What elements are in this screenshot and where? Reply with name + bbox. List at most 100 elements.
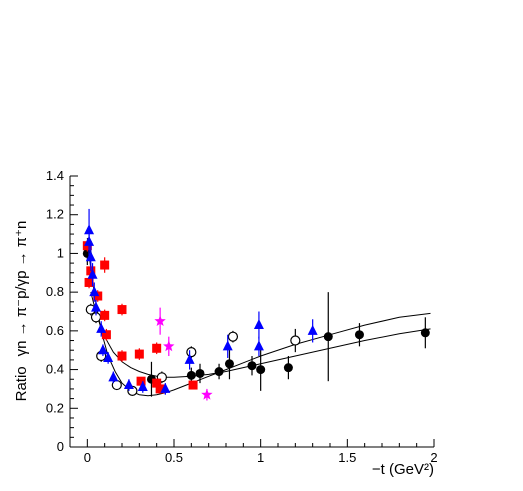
marker <box>123 379 134 390</box>
marker <box>227 331 239 342</box>
data-point-triangle-filled <box>108 371 119 384</box>
marker <box>101 330 111 340</box>
marker <box>253 319 264 330</box>
data-point-triangle-filled <box>160 382 171 395</box>
y-tick-label: 0 <box>57 439 64 454</box>
data-point-square-filled <box>100 257 110 273</box>
y-tick-label: 0.4 <box>46 362 64 377</box>
marker <box>136 376 146 386</box>
data-points <box>82 208 430 401</box>
data-point-square-filled <box>155 384 165 394</box>
marker <box>163 340 175 352</box>
data-point-triangle-filled <box>96 321 107 337</box>
data-point-square-filled <box>117 303 127 316</box>
data-point-triangle-filled <box>91 299 101 316</box>
marker <box>134 349 144 359</box>
y-axis-label: Ratioγn → π⁻p/γp → π⁺n <box>13 221 30 402</box>
marker <box>201 388 213 400</box>
x-tick-label: 1 <box>257 450 264 465</box>
y-tick-label: 0.6 <box>46 323 64 338</box>
marker <box>152 343 162 353</box>
marker <box>186 347 197 358</box>
data-point-triangle-filled <box>222 334 233 358</box>
marker <box>224 359 234 369</box>
marker <box>97 344 108 355</box>
data-point-circle-open <box>227 330 239 343</box>
x-tick-label: 1.5 <box>338 450 356 465</box>
data-point-triangle-filled <box>184 350 195 370</box>
x-axis-label: −t (GeV²) <box>372 461 434 478</box>
data-point-circle-filled <box>354 323 364 347</box>
marker <box>108 371 119 382</box>
marker <box>117 305 127 315</box>
data-point-circle-filled <box>420 317 430 349</box>
marker <box>186 370 196 380</box>
data-point-triangle-filled <box>103 351 114 364</box>
marker <box>85 251 96 262</box>
marker <box>103 351 114 362</box>
data-point-triangle-filled <box>84 226 95 258</box>
y-tick-label: 1 <box>57 245 64 260</box>
y-tick-label: 1.2 <box>46 207 64 222</box>
data-point-circle-filled <box>247 356 257 376</box>
data-point-triangle-filled <box>87 263 98 287</box>
marker <box>256 365 266 375</box>
marker <box>155 384 165 394</box>
marker <box>84 235 95 246</box>
data-point-square-filled <box>134 348 144 360</box>
marker <box>100 260 110 270</box>
data-point-triangle-filled <box>253 336 264 357</box>
marker <box>354 330 364 340</box>
data-point-circle-filled <box>224 348 234 380</box>
marker <box>283 363 293 373</box>
data-point-circle-filled <box>323 292 333 382</box>
y-tick-label: 0.8 <box>46 284 64 299</box>
marker <box>91 301 101 312</box>
x-tick-label: 2 <box>430 450 437 465</box>
axes: 0 0.2 0.4 0.6 0.8 1 1.2 1.4 0 0.5 1 1.5 2 <box>46 168 438 465</box>
data-point-triangle-filled <box>307 319 318 343</box>
marker <box>154 315 166 326</box>
data-point-square-filled <box>100 309 110 322</box>
marker <box>195 368 205 378</box>
data-point-circle-filled <box>283 356 293 380</box>
data-point-star <box>154 307 166 335</box>
marker <box>152 378 162 388</box>
data-point-circle-filled <box>186 367 196 384</box>
data-point-circle-filled <box>256 348 266 391</box>
marker <box>247 361 257 371</box>
data-point-circle-filled <box>195 363 205 384</box>
marker <box>96 322 107 333</box>
data-point-triangle-filled <box>89 282 100 302</box>
data-point-star <box>201 388 213 401</box>
y-tick-label: 0.2 <box>46 400 64 415</box>
data-point-triangle-filled <box>97 344 108 357</box>
data-point-square-filled <box>152 342 162 355</box>
data-point-triangle-filled <box>123 379 134 391</box>
data-point-star <box>163 336 175 357</box>
marker <box>188 380 198 390</box>
marker <box>222 340 233 351</box>
marker <box>117 351 127 361</box>
marker <box>420 328 430 338</box>
marker <box>323 332 333 342</box>
marker <box>184 353 195 364</box>
marker <box>87 268 98 279</box>
marker <box>100 310 110 320</box>
data-point-circle-filled <box>214 363 224 380</box>
data-point-square-filled <box>101 328 111 341</box>
x-tick-label: 0.5 <box>165 450 183 465</box>
data-point-square-filled <box>188 380 198 390</box>
theory-curve-2 <box>90 291 431 378</box>
data-point-square-filled <box>117 350 127 362</box>
marker <box>89 286 100 297</box>
data-point-triangle-filled <box>85 243 96 271</box>
data-point-triangle-filled <box>137 380 148 393</box>
axis-labels: Ratioγn → π⁻p/γp → π⁺n −t (GeV²) <box>13 221 434 478</box>
data-point-circle-open <box>186 346 197 358</box>
data-point-square-filled <box>136 376 146 386</box>
marker <box>290 335 301 346</box>
marker <box>253 340 264 351</box>
marker <box>137 380 148 391</box>
